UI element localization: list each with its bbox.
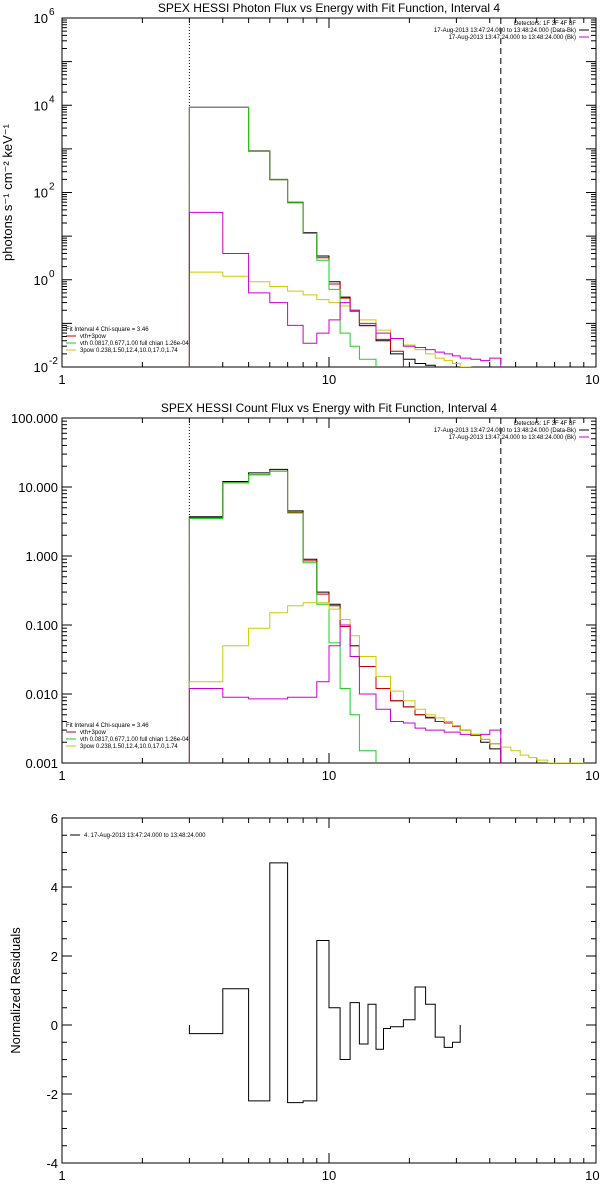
x-tick-label: 100 xyxy=(585,1168,600,1183)
legend-entry: 17-Aug-2013 13:47:24.000 to 13:48:24.000… xyxy=(449,435,576,441)
plot-frame xyxy=(61,417,597,764)
x-tick-label: 100 xyxy=(585,768,600,783)
y-tick-label: -2 xyxy=(46,1087,58,1102)
series-layer xyxy=(188,468,585,763)
y-tick-label: 4 xyxy=(51,880,58,895)
legend-entry: Fit Interval 4 Chi-square = 3.46 xyxy=(66,723,149,729)
y-tick-label: 10.000 xyxy=(18,480,58,495)
legend-entry: Detectors: 1F 3F 4F 8F xyxy=(514,21,576,27)
y-tick-exponent: 4 xyxy=(49,94,55,105)
y-tick-label: 10 xyxy=(34,186,48,201)
legend-entry: Detectors: 1F 3F 4F 8F xyxy=(514,421,576,427)
series-layer xyxy=(188,106,502,367)
y-tick-label: -4 xyxy=(46,1156,58,1171)
series-4-17-aug-2013-13-47-24-000-to-13-48-24-000 xyxy=(188,862,461,1104)
series-bk xyxy=(188,624,502,763)
y-axis-label: photons s⁻¹ cm⁻² keV⁻¹ xyxy=(0,123,15,261)
chart-title: SPEX HESSI Count Flux vs Energy with Fit… xyxy=(161,401,497,415)
chart-title: SPEX HESSI Photon Flux vs Energy with Fi… xyxy=(158,1,500,15)
legend-entry: 4. 17-Aug-2013 13:47:24.000 to 13:48:24.… xyxy=(84,833,206,839)
series-vth-3pow xyxy=(188,470,502,763)
x-tick-label: 100 xyxy=(585,372,600,387)
series-layer xyxy=(188,862,461,1104)
legend-entry: 17-Aug-2013 13:47:24.000 to 13:48:24.000… xyxy=(434,28,576,34)
series-vth xyxy=(188,107,377,367)
legend-entry: vth 0.0817,0.677,1.00 full chian 1.26e-0… xyxy=(80,737,189,743)
y-tick-label: 10 xyxy=(34,273,48,288)
y-tick-exponent: -2 xyxy=(49,356,58,367)
plot-frame xyxy=(61,17,597,368)
panel-2: SPEX HESSI Count Flux vs Energy with Fit… xyxy=(11,401,600,783)
legend-entry: 17-Aug-2013 13:47:24.000 to 13:48:24.000… xyxy=(434,428,576,434)
legend-entry: vth+3pow xyxy=(80,730,107,736)
series-vth xyxy=(188,470,377,763)
series-data-bk xyxy=(188,468,502,763)
y-tick-label: 0.001 xyxy=(25,756,58,771)
y-tick-label: 2 xyxy=(51,949,58,964)
x-tick-label: 1 xyxy=(58,372,65,387)
legend-entry: vth 0.0817,0.677,1.00 full chian 1.26e-0… xyxy=(80,341,189,347)
legend-entry: vth+3pow xyxy=(80,334,107,340)
y-tick-exponent: 0 xyxy=(49,269,55,280)
y-tick-label: 10 xyxy=(34,98,48,113)
y-tick-label: 0 xyxy=(51,1018,58,1033)
y-tick-label: 100.000 xyxy=(11,411,58,426)
panel-3: 1 10 100 -4 -2 0 2 4 6 Normalized Residuals 4. 17-… xyxy=(8,811,600,1183)
legend-entry: 3pow 0.238,1.50,12.4,10.0,17.0,1.74 xyxy=(80,348,178,354)
series-3pow xyxy=(188,602,585,763)
x-tick-label: 10 xyxy=(322,372,336,387)
x-tick-label: 1 xyxy=(58,1168,65,1183)
y-tick-label: 10 xyxy=(34,360,48,375)
y-tick-label: 0.010 xyxy=(25,687,58,702)
legend-entry: Fit Interval 4 Chi-square = 3.46 xyxy=(66,327,149,333)
y-tick-exponent: 2 xyxy=(49,182,55,193)
series-bk xyxy=(188,211,502,367)
y-tick-label: 10 xyxy=(34,11,48,26)
y-tick-exponent: 6 xyxy=(49,7,55,18)
x-tick-label: 1 xyxy=(58,768,65,783)
series-vth-3pow xyxy=(188,107,404,367)
x-tick-label: 10 xyxy=(322,768,336,783)
legend-entry: 3pow 0.238,1.50,12.4,10.0,17.0,1.74 xyxy=(80,744,178,750)
x-tick-label: 10 xyxy=(322,1168,336,1183)
panel-1: SPEX HESSI Photon Flux vs Energy with Fi… xyxy=(0,1,600,387)
y-axis-label: Normalized Residuals xyxy=(8,927,23,1054)
y-tick-label: 1.000 xyxy=(25,549,58,564)
y-tick-label: 0.100 xyxy=(25,618,58,633)
series-data-bk xyxy=(188,106,445,367)
legend-entry: 17-Aug-2013 13:47:24.000 to 13:48:24.000… xyxy=(449,35,576,41)
y-tick-label: 6 xyxy=(51,811,58,826)
